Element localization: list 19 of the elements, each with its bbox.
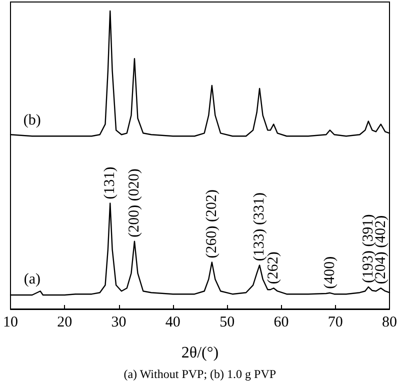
x-axis-title: 2θ/(°): [181, 344, 219, 362]
annotation: (193) (391): [360, 214, 376, 283]
annotation: (133) (331): [252, 192, 268, 262]
x-tick-label: 50: [220, 314, 235, 330]
annotation: (131): [102, 166, 118, 200]
series-label: (a): [24, 271, 40, 288]
annotation: (200) (020): [126, 168, 142, 238]
annotation: (400): [322, 256, 338, 289]
x-tick-label: 30: [111, 314, 126, 330]
x-tick-label: 60: [274, 314, 289, 330]
annotation: (260) (202): [204, 189, 220, 258]
series-label: (b): [23, 112, 41, 129]
x-tick-label: 10: [3, 314, 18, 330]
annotation: (262): [266, 252, 282, 284]
x-tick-label: 80: [382, 314, 397, 330]
x-tick-label: 40: [165, 314, 180, 330]
text: (a) Without PVP; (b) 1.0 g PVP: [124, 367, 276, 381]
x-tick-label: 70: [328, 314, 343, 330]
x-tick-label: 20: [57, 314, 72, 330]
